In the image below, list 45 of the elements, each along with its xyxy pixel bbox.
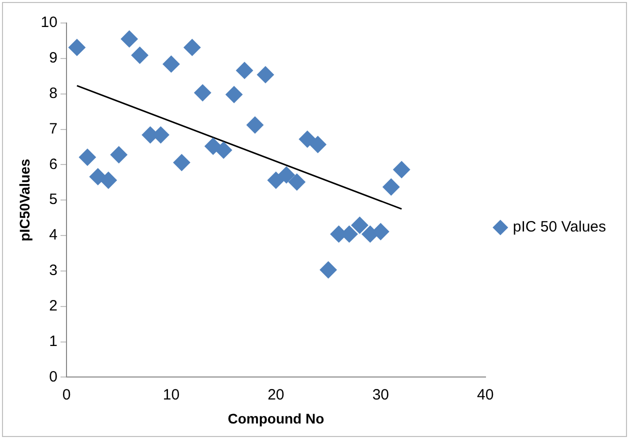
- point: [162, 56, 180, 73]
- x-tick-label: 0: [62, 386, 71, 404]
- x-tick-label: 20: [268, 386, 284, 404]
- point: [173, 154, 190, 172]
- point: [110, 146, 128, 164]
- y-tick-label: 2: [49, 298, 58, 314]
- x-tick-label: 30: [372, 386, 390, 404]
- point: [382, 178, 400, 196]
- point: [131, 46, 148, 64]
- y-tick-label: 6: [49, 156, 58, 173]
- point: [393, 161, 410, 178]
- point: [78, 148, 96, 166]
- y-tick-label: 4: [49, 226, 58, 244]
- y-tick-label: 7: [49, 120, 58, 138]
- legend-label: pIC 50 Values: [512, 218, 606, 236]
- y-tick-label: 5: [49, 191, 58, 208]
- point: [204, 138, 222, 155]
- point: [351, 216, 368, 234]
- y-tick-label: 1: [49, 332, 58, 350]
- point: [372, 223, 390, 240]
- point: [320, 261, 337, 278]
- point: [215, 142, 232, 159]
- point: [236, 62, 254, 79]
- point: [267, 172, 284, 189]
- y-axis-title: pIC50Values: [16, 158, 32, 242]
- y-tick-label: 10: [40, 14, 58, 32]
- y-tick-label: 8: [49, 84, 58, 102]
- point: [288, 174, 306, 191]
- y-tick-label: 3: [49, 262, 58, 280]
- point: [298, 130, 316, 148]
- x-axis-title: Compound No: [228, 410, 324, 426]
- point: [309, 136, 326, 153]
- point: [194, 84, 212, 102]
- point: [278, 166, 295, 184]
- x-tick-label: 40: [477, 386, 494, 404]
- point: [226, 86, 243, 104]
- x-tick-label: 10: [162, 386, 180, 404]
- point: [100, 172, 117, 189]
- point: [246, 116, 264, 134]
- point: [184, 38, 201, 56]
- point: [120, 30, 138, 48]
- point: [256, 66, 274, 84]
- point: [68, 38, 86, 56]
- y-tick-label: 0: [49, 368, 58, 386]
- y-tick-label: 9: [49, 50, 58, 67]
